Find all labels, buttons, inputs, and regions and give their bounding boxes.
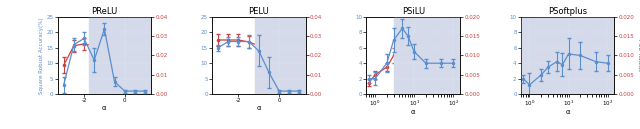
Y-axis label: PGD Radius: PGD Radius [637, 39, 640, 71]
Title: PReLU: PReLU [92, 7, 118, 16]
Title: PSiLU: PSiLU [402, 7, 425, 16]
X-axis label: α: α [411, 109, 415, 115]
Bar [89, 17, 151, 94]
Bar [255, 17, 305, 94]
Bar [394, 17, 460, 94]
X-axis label: α: α [257, 105, 261, 111]
Title: PSoftplus: PSoftplus [548, 7, 587, 16]
X-axis label: α: α [102, 105, 107, 111]
Y-axis label: Square Robust Accuracy(%): Square Robust Accuracy(%) [38, 17, 44, 94]
Title: PELU: PELU [248, 7, 269, 16]
X-axis label: α: α [565, 109, 570, 115]
Bar [521, 17, 614, 94]
